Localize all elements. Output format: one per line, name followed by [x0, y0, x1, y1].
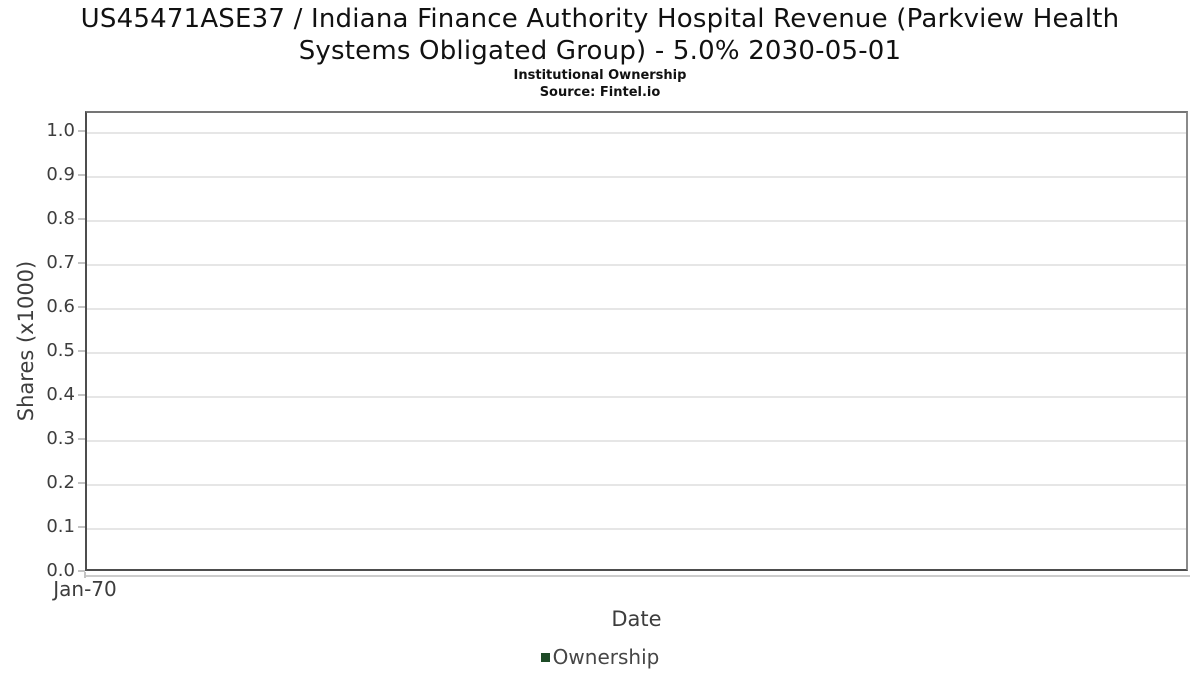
- x-tick-mark: [84, 572, 86, 578]
- plot-area: [85, 111, 1188, 571]
- y-tick-mark: [78, 173, 85, 176]
- y-tick-mark: [78, 525, 85, 528]
- gridline: [87, 483, 1186, 486]
- gridline: [87, 175, 1186, 178]
- legend: Ownership: [0, 645, 1200, 669]
- y-tick-mark: [78, 305, 85, 308]
- y-tick-mark: [78, 481, 85, 484]
- y-tick-mark: [78, 570, 85, 572]
- x-axis-line: [86, 575, 1190, 577]
- x-tick-label: Jan-70: [53, 577, 117, 601]
- chart-title: US45471ASE37 / Indiana Finance Authority…: [30, 3, 1170, 67]
- gridline: [87, 307, 1186, 310]
- y-tick-label: 0.9: [46, 163, 75, 185]
- y-tick-mark: [78, 129, 85, 132]
- chart-title-text: US45471ASE37 / Indiana Finance Authority…: [80, 4, 1120, 66]
- y-tick-mark: [78, 261, 85, 264]
- y-tick-label: 0.3: [46, 427, 75, 449]
- gridline: [87, 131, 1186, 134]
- gridline: [87, 219, 1186, 222]
- legend-item: Ownership: [540, 645, 660, 669]
- y-tick-label: 1.0: [46, 119, 75, 141]
- x-axis-title: Date: [611, 607, 662, 631]
- y-tick-mark: [78, 217, 85, 220]
- legend-swatch: [540, 652, 550, 662]
- y-tick-label: 0.1: [46, 515, 75, 537]
- gridline: [87, 263, 1186, 266]
- y-tick-mark: [78, 393, 85, 396]
- y-tick-mark: [78, 437, 85, 440]
- legend-label: Ownership: [552, 645, 660, 669]
- y-tick-label: 0.0: [46, 560, 75, 581]
- y-axis-title: Shares (x1000): [14, 260, 38, 422]
- gridline: [87, 527, 1186, 530]
- y-tick-mark: [78, 349, 85, 352]
- chart-subtitle: Institutional Ownership: [513, 68, 687, 83]
- gridline: [87, 395, 1186, 398]
- gridline: [87, 351, 1186, 354]
- y-tick-label: 0.8: [46, 207, 75, 229]
- chart-source-credit: Source: Fintel.io: [539, 85, 661, 100]
- y-tick-label: 0.2: [46, 471, 75, 493]
- gridline: [87, 439, 1186, 442]
